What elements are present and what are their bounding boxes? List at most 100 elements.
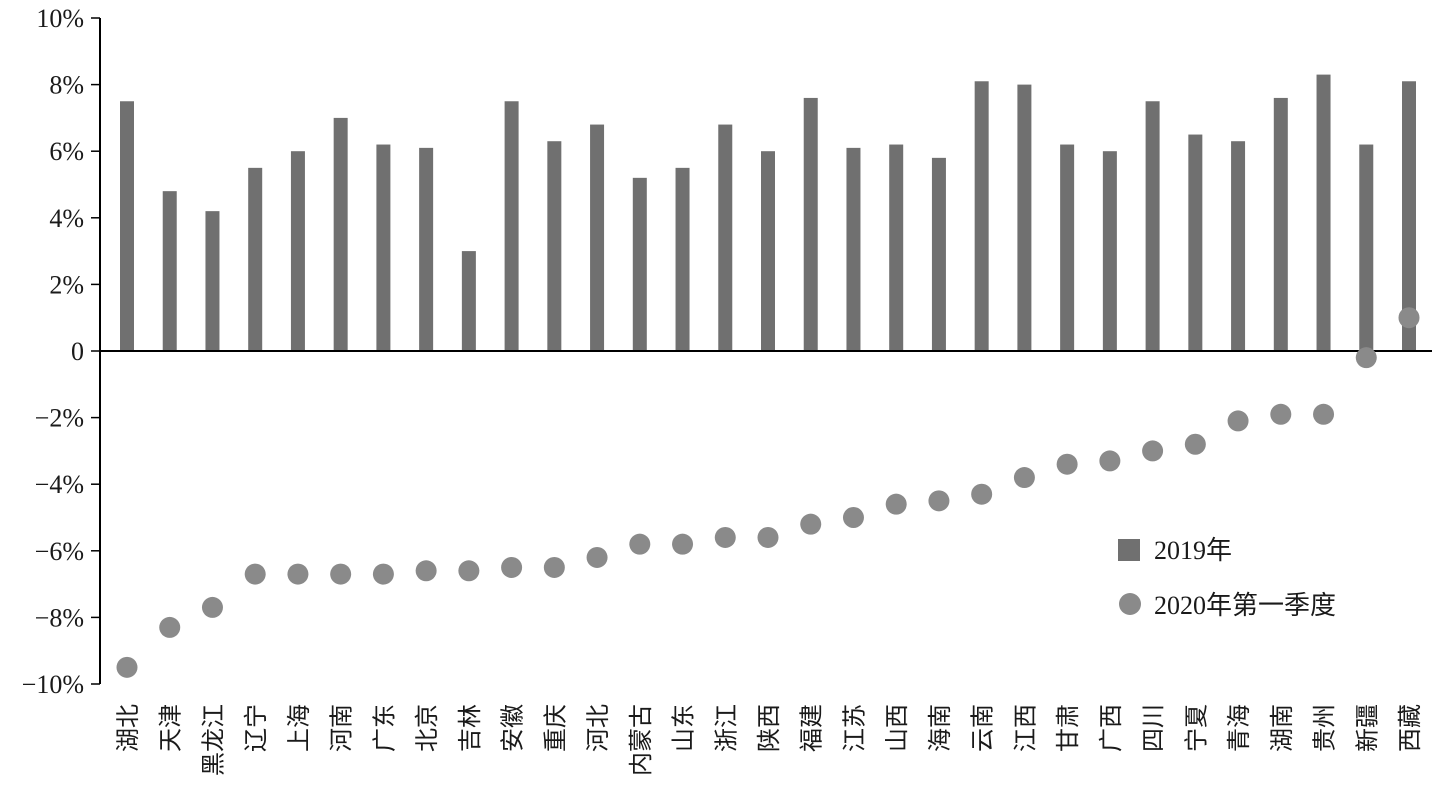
bar-2019: [1188, 134, 1203, 351]
category-label: 四川: [1140, 704, 1168, 752]
point-2020q1: [458, 560, 480, 582]
point-2020q1: [928, 490, 950, 512]
category-label: 湖北: [114, 704, 142, 752]
bar-2019: [120, 101, 134, 351]
point-2020q1: [629, 533, 651, 555]
point-2020q1: [116, 656, 138, 678]
y-tick-label: 10%: [36, 4, 84, 33]
category-label: 上海: [285, 704, 313, 752]
point-2020q1: [714, 526, 736, 548]
category-label: 江西: [1011, 704, 1039, 752]
bar-2019: [803, 97, 818, 351]
legend-label-2020q1: 2020年第一季度: [1154, 591, 1336, 620]
point-2020q1: [971, 483, 993, 505]
point-2020q1: [1184, 433, 1206, 455]
category-label: 山东: [670, 704, 698, 752]
point-2020q1: [672, 533, 694, 555]
point-2020q1: [1313, 403, 1335, 425]
category-label: 辽宁: [242, 704, 270, 752]
category-label: 浙江: [712, 704, 740, 752]
category-label: 安徽: [499, 704, 527, 752]
bar-2019: [333, 117, 348, 352]
point-2020q1: [330, 563, 352, 585]
bars-2019: [120, 74, 1416, 352]
category-label: 西藏: [1396, 704, 1424, 752]
y-tick-label: 2%: [49, 270, 84, 299]
bar-2019: [1102, 151, 1117, 351]
category-label: 河北: [584, 704, 612, 752]
bar-2019: [376, 144, 391, 351]
bar-2019: [504, 101, 519, 351]
y-tick-label: −8%: [35, 603, 84, 632]
point-2020q1: [1227, 410, 1249, 432]
bar-2019: [846, 147, 861, 351]
legend-swatch-point: [1119, 593, 1141, 615]
bar-2019: [675, 167, 690, 351]
category-label: 宁夏: [1182, 704, 1210, 752]
point-2020q1: [372, 563, 394, 585]
category-label: 陕西: [755, 704, 783, 752]
point-2020q1: [1142, 440, 1164, 462]
category-label: 广东: [370, 704, 398, 752]
bar-2019: [1017, 84, 1032, 351]
bar-2019: [1231, 141, 1246, 351]
category-label: 河南: [328, 704, 356, 752]
category-label: 重庆: [541, 704, 569, 752]
point-2020q1: [1398, 307, 1420, 329]
bar-2019: [761, 151, 775, 351]
category-label: 贵州: [1311, 704, 1339, 752]
category-label: 新疆: [1353, 704, 1381, 752]
bar-2019: [889, 144, 904, 351]
point-2020q1: [800, 513, 822, 535]
points-2020q1: [116, 307, 1420, 678]
bar-2019: [290, 151, 305, 351]
point-2020q1: [159, 616, 181, 638]
bar-2019: [1359, 144, 1374, 351]
bar-2019: [974, 81, 989, 352]
category-label: 山西: [883, 704, 911, 752]
bar-2019: [547, 141, 562, 351]
point-2020q1: [757, 526, 779, 548]
category-label: 青海: [1225, 704, 1253, 752]
point-2020q1: [1013, 467, 1035, 489]
legend-label-2019: 2019年: [1154, 536, 1232, 565]
category-labels: 湖北 天津 黑龙江 辽宁 上海 河南 广东 北京 吉林 安徽 重庆 河北 内蒙古 山东 浙江 陕西 福建 江苏 山西…: [114, 704, 1424, 776]
bar-2019: [590, 124, 605, 351]
bar-2019: [1402, 81, 1416, 352]
point-2020q1: [885, 493, 907, 515]
point-2020q1: [244, 563, 266, 585]
y-tick-label: 0: [71, 337, 84, 366]
legend-swatch-bar: [1118, 539, 1140, 561]
category-label: 吉林: [456, 704, 484, 752]
bar-2019: [1145, 101, 1160, 351]
category-label: 内蒙古: [627, 704, 655, 776]
y-tick-label: −10%: [22, 670, 84, 699]
point-2020q1: [543, 556, 565, 578]
point-2020q1: [201, 596, 223, 618]
point-2020q1: [1099, 450, 1121, 472]
category-label: 湖南: [1268, 704, 1296, 752]
bar-2019: [248, 167, 263, 351]
bar-2019: [931, 157, 946, 351]
category-label: 海南: [926, 704, 954, 752]
category-label: 甘肃: [1054, 704, 1082, 752]
bar-2019: [632, 177, 647, 351]
bar-2019: [205, 211, 220, 351]
point-2020q1: [1270, 403, 1292, 425]
y-tick-label: 4%: [49, 204, 84, 233]
category-label: 北京: [413, 704, 441, 752]
category-label: 广西: [1097, 704, 1125, 752]
legend: 2019年 2020年第一季度: [1118, 536, 1336, 620]
bar-2019: [1316, 74, 1331, 352]
y-axis: −10% −8% −6% −4% −2% 0 2% 4% 6% 8% 10%: [22, 4, 101, 699]
point-2020q1: [586, 546, 608, 568]
point-2020q1: [501, 556, 523, 578]
y-tick-label: 8%: [49, 71, 84, 100]
point-2020q1: [1056, 453, 1078, 475]
point-2020q1: [1355, 347, 1377, 369]
bar-2019: [162, 191, 177, 351]
bar-2019: [419, 147, 434, 351]
category-label: 云南: [969, 704, 997, 752]
y-tick-label: 6%: [49, 137, 84, 166]
